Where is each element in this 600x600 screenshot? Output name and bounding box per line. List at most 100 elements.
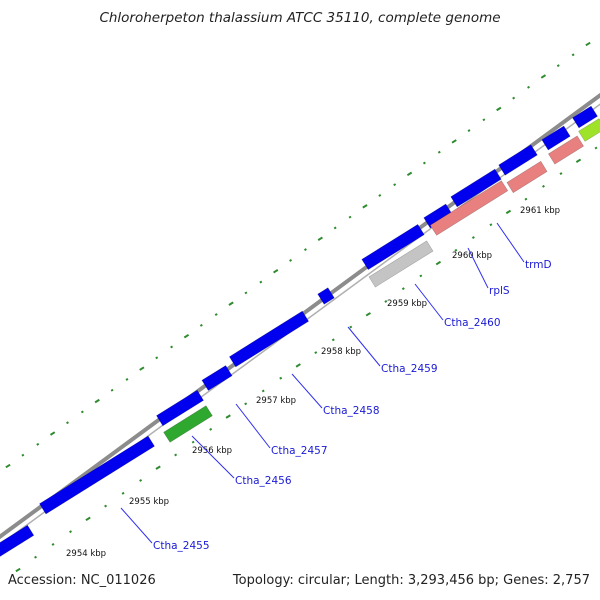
inner-tick-ring: [15, 146, 598, 573]
inner-tick: [174, 453, 178, 457]
outer-tick: [155, 356, 159, 360]
gene-label[interactable]: rplS: [489, 285, 510, 297]
inner-tick: [34, 555, 37, 559]
outer-tick: [362, 204, 368, 209]
gene-feature[interactable]: [541, 125, 571, 151]
gene-label[interactable]: Ctha_2457: [271, 445, 328, 457]
outer-tick: [406, 171, 413, 177]
accession-label: Accession: NC_011026: [8, 573, 156, 588]
outer-tick: [333, 226, 337, 230]
gene-feature[interactable]: [361, 223, 425, 271]
outer-tick: [139, 366, 145, 371]
inner-tick: [225, 414, 231, 419]
outer-tick: [348, 215, 352, 219]
inner-tick: [505, 209, 512, 215]
gene-feature[interactable]: [39, 435, 155, 515]
outer-tick: [289, 258, 293, 262]
inner-tick: [295, 363, 301, 368]
outer-tick: [21, 453, 25, 457]
gene-feature[interactable]: [201, 365, 233, 391]
gene-feature[interactable]: [228, 310, 310, 368]
outer-tick: [125, 378, 129, 381]
outer-tick: [244, 291, 248, 295]
outer-tick: [512, 96, 516, 100]
outer-tick: [556, 64, 560, 68]
inner-tick: [331, 338, 335, 342]
outer-tick: [467, 129, 471, 132]
callout-line: [235, 403, 271, 449]
inner-tick: [594, 146, 598, 150]
gene-callouts[interactable]: Ctha_2455 Ctha_2456 Ctha_2457 Ctha_2458 Ctha…: [120, 222, 552, 552]
inner-tick: [244, 402, 248, 406]
gene-feature[interactable]: [572, 105, 598, 129]
gene-feature[interactable]: [163, 405, 213, 443]
inner-tick: [365, 312, 371, 317]
inner-tick: [15, 567, 21, 573]
outer-tick: [5, 463, 11, 469]
gene-feature[interactable]: [156, 389, 204, 427]
callout-line: [467, 247, 489, 289]
genome-summary: Topology: circular; Length: 3,293,456 bp…: [232, 573, 590, 588]
outer-tick: [317, 236, 323, 241]
inner-tick: [51, 542, 55, 546]
outer-tick: [585, 41, 591, 47]
scale-label: 2955 kbp: [129, 497, 169, 507]
gene-label[interactable]: Ctha_2456: [235, 475, 292, 487]
inner-tick: [349, 325, 353, 329]
inner-tick: [104, 504, 108, 508]
callout-line: [347, 326, 381, 367]
outer-tick: [36, 442, 40, 446]
outer-tick: [540, 74, 547, 79]
outer-tick: [496, 106, 502, 112]
gene-feature[interactable]: [498, 144, 538, 176]
gene-feature[interactable]: [429, 180, 509, 236]
callout-line: [414, 283, 444, 321]
callout-line: [191, 435, 235, 479]
outer-tick: [378, 194, 382, 197]
outer-tick: [437, 150, 441, 154]
callout-line: [120, 507, 153, 544]
gene-label[interactable]: Ctha_2459: [381, 363, 438, 375]
gene-label[interactable]: Ctha_2455: [153, 540, 210, 552]
gene-feature[interactable]: [506, 160, 548, 194]
gene-label[interactable]: trmD: [525, 259, 552, 271]
scale-label: 2954 kbp: [66, 549, 106, 559]
gene-label[interactable]: Ctha_2460: [444, 317, 501, 329]
gene-label[interactable]: Ctha_2458: [323, 405, 380, 417]
inner-tick: [454, 248, 458, 252]
outer-tick: [94, 398, 100, 404]
outer-tick: [451, 139, 457, 144]
outer-tick: [422, 161, 426, 165]
inner-tick: [209, 427, 213, 431]
gene-feature[interactable]: [368, 240, 434, 288]
feature-track[interactable]: [0, 105, 600, 559]
gene-feature[interactable]: [0, 524, 35, 558]
gene-feature[interactable]: [547, 135, 585, 165]
outer-tick: [80, 410, 84, 414]
inner-tick: [575, 158, 582, 163]
outer-tick: [228, 301, 234, 306]
inner-tick: [155, 465, 161, 470]
inner-tick: [314, 351, 318, 355]
outer-tick: [183, 333, 190, 339]
callout-line: [496, 222, 525, 263]
gene-feature[interactable]: [578, 118, 600, 142]
outer-tick: [527, 85, 530, 89]
inner-tick: [419, 274, 423, 278]
inner-tick: [384, 300, 388, 303]
outer-tick-ring: [5, 41, 591, 469]
scale-labels: 2954 kbp 2955 kbp 2956 kbp 2957 kbp 2958 kbp…: [66, 206, 560, 559]
scale-label: 2956 kbp: [192, 446, 232, 456]
inner-tick: [279, 376, 283, 380]
gene-feature[interactable]: [317, 287, 335, 305]
outer-tick: [482, 118, 486, 122]
inner-tick: [69, 530, 73, 534]
outer-tick: [393, 183, 397, 187]
outer-tick: [49, 431, 56, 436]
outer-tick: [273, 269, 279, 274]
scale-label: 2957 kbp: [256, 396, 296, 406]
inner-tick: [471, 236, 475, 239]
callout-line: [291, 373, 323, 409]
gene-feature[interactable]: [450, 168, 502, 208]
